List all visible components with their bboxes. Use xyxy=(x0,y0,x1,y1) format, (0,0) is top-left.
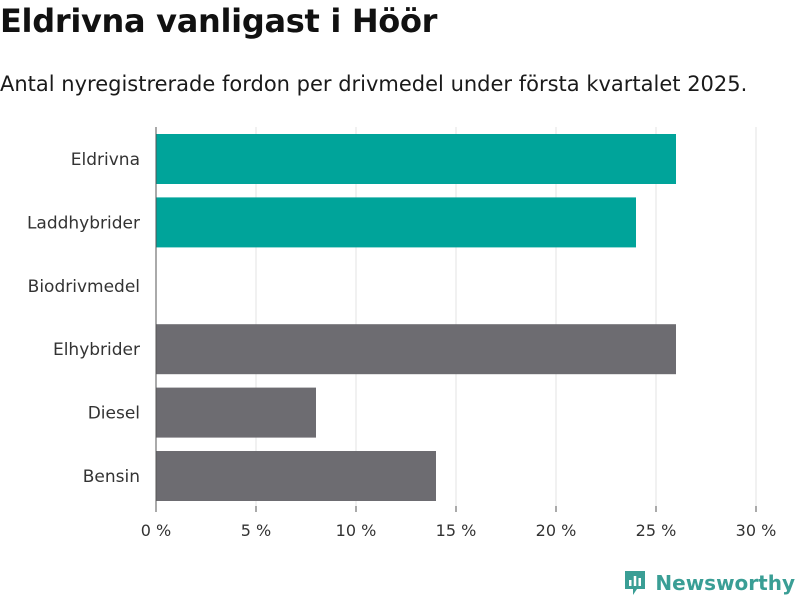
category-label: Laddhybrider xyxy=(27,213,140,233)
x-tick-label: 5 % xyxy=(241,521,271,540)
grid-lines xyxy=(255,127,757,506)
x-tick-label: 25 % xyxy=(636,521,677,540)
category-label: Bensin xyxy=(83,467,140,487)
bar xyxy=(156,451,436,501)
newsworthy-logo-icon xyxy=(625,571,646,595)
x-tick-label: 15 % xyxy=(436,521,477,540)
x-tick-label: 10 % xyxy=(336,521,377,540)
chart-title: Eldrivna vanligast i Höör xyxy=(0,2,438,40)
bar xyxy=(156,324,676,375)
x-tick-label: 0 % xyxy=(141,521,171,540)
bars xyxy=(156,134,676,501)
chart-subtitle: Antal nyregistrerade fordon per drivmede… xyxy=(0,72,748,96)
x-axis: 0 % 5 % 10 % 15 % 20 % 25 % 30 % xyxy=(141,127,777,540)
brand-name: Newsworthy xyxy=(655,571,795,595)
category-label: Biodrivmedel xyxy=(28,277,140,297)
x-tick-label: 30 % xyxy=(736,521,777,540)
newsworthy-brand: Newsworthy xyxy=(623,569,795,597)
category-labels: Eldrivna Laddhybrider Biodrivmedel Elhybrid… xyxy=(27,150,140,487)
category-label: Elhybrider xyxy=(53,340,140,360)
category-label: Eldrivna xyxy=(71,150,140,170)
category-label: Diesel xyxy=(88,404,140,424)
bar xyxy=(156,197,636,248)
x-tick-label: 20 % xyxy=(536,521,577,540)
bar xyxy=(156,134,676,184)
bar xyxy=(156,387,316,438)
